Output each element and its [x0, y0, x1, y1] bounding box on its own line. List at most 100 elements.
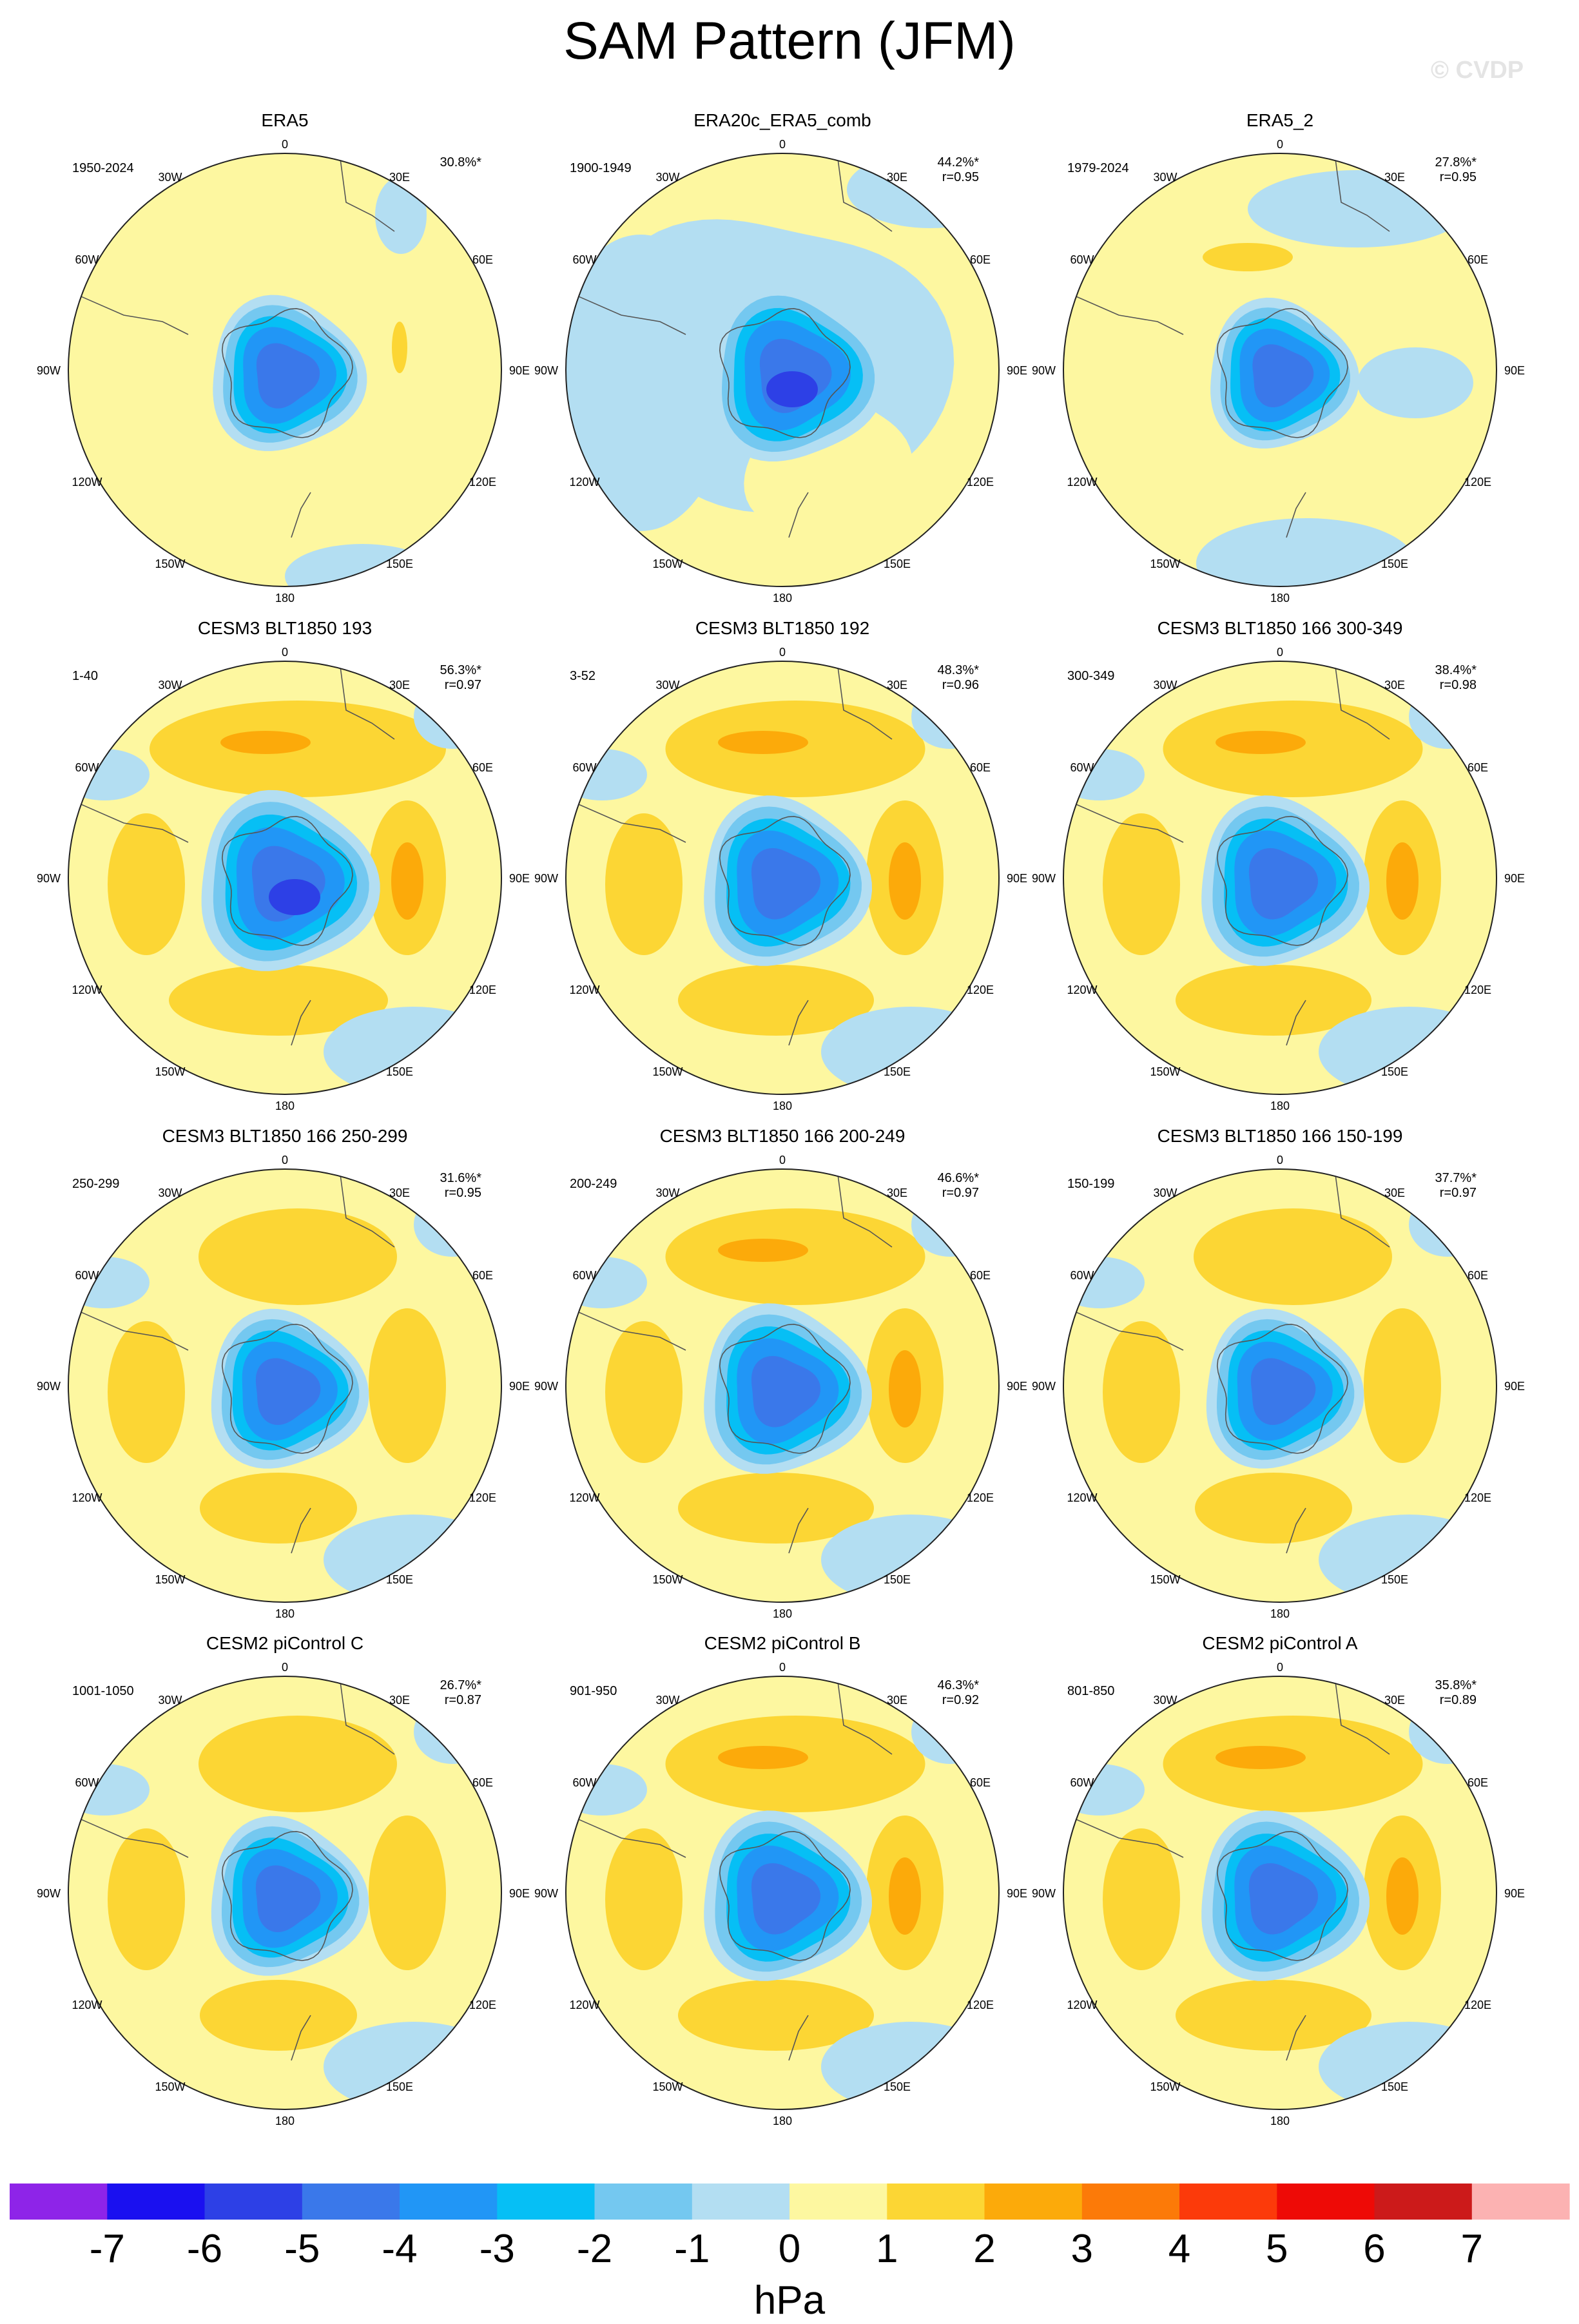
panel-variance-pct: 30.8%*: [440, 155, 482, 169]
new-zealand-coastline: [1286, 1000, 1306, 1046]
positive-anomaly: [1386, 842, 1419, 920]
panel-years: 901-950: [570, 1684, 617, 1698]
positive-anomaly: [889, 1350, 921, 1428]
colorbar-swatch: [1277, 2184, 1375, 2220]
longitude-label: 150E: [386, 557, 413, 570]
negative-anomaly: [911, 1192, 989, 1257]
longitude-label: 60E: [1468, 1269, 1488, 1282]
panel-variance-pct: 48.3%*: [938, 663, 980, 677]
negative-anomaly: [566, 749, 647, 800]
negative-anomaly: [751, 848, 820, 920]
antarctica-coastline: [221, 1323, 353, 1454]
negative-anomaly: [68, 749, 150, 800]
longitude-label: 150E: [884, 1573, 911, 1586]
map-boundary: [565, 1168, 1000, 1603]
panel-correlation: r=0.95: [445, 1186, 481, 1200]
negative-anomaly: [414, 1699, 491, 1764]
longitude-label: 120E: [469, 1491, 496, 1504]
colorbar-swatch: [984, 2184, 1083, 2220]
south-america-coastline: [1067, 800, 1184, 843]
panel-title: CESM3 BLT1850 166 300-349: [1158, 618, 1403, 638]
longitude-label: 90W: [37, 872, 61, 885]
panel-title: CESM2 piControl B: [704, 1633, 861, 1653]
longitude-label: 60W: [1070, 253, 1094, 266]
positive-anomaly: [199, 1208, 397, 1305]
longitude-label: 30E: [389, 679, 410, 692]
longitude-label: 120E: [469, 983, 496, 996]
longitude-label: 90E: [1007, 1380, 1027, 1393]
positive-anomaly: [1203, 243, 1293, 271]
negative-anomaly: [1063, 1257, 1145, 1308]
longitude-label: 150E: [386, 1573, 413, 1586]
colorbar-swatch: [497, 2184, 596, 2220]
longitude-label: 180: [773, 2115, 792, 2127]
positive-anomaly: [1364, 1308, 1441, 1463]
negative-anomaly: [911, 1699, 989, 1764]
colorbar-tick-label: -3: [480, 2227, 515, 2271]
panel-title: ERA20c_ERA5_comb: [693, 110, 871, 130]
panel-variance-pct: 37.7%*: [1435, 1171, 1477, 1185]
panel-years: 1950-2024: [72, 161, 134, 175]
south-america-coastline: [72, 292, 189, 335]
negative-anomaly: [1409, 684, 1486, 749]
colorbar-tick-label: -7: [90, 2227, 125, 2271]
new-zealand-coastline: [788, 1507, 809, 1554]
panel-correlation: r=0.97: [942, 1186, 979, 1200]
longitude-label: 60W: [75, 1776, 99, 1789]
map-panel: CESM2 piControl B 901-950 46.3%*r=0.92 0 30W…: [534, 1633, 1027, 2127]
positive-anomaly: [678, 965, 874, 1036]
positive-anomaly: [369, 1816, 446, 1970]
map-boundary: [1063, 1168, 1497, 1603]
map-boundary: [565, 1676, 1000, 2110]
longitude-label: 60W: [1070, 1776, 1094, 1789]
longitude-label: 150W: [652, 2080, 683, 2093]
south-america-coastline: [569, 1815, 686, 1858]
longitude-label: 60W: [572, 253, 596, 266]
panel-correlation: r=0.97: [445, 678, 481, 692]
longitude-label: 30W: [158, 679, 182, 692]
negative-anomaly: [1252, 344, 1314, 407]
antarctica-coastline: [1216, 307, 1348, 438]
panel-years: 150-199: [1067, 1177, 1114, 1191]
longitude-label: 90W: [1032, 872, 1056, 885]
negative-anomaly: [566, 235, 731, 531]
longitude-label: 60W: [75, 253, 99, 266]
longitude-label: 60E: [472, 253, 493, 266]
negative-anomaly: [751, 1863, 820, 1935]
longitude-label: 0: [779, 1661, 786, 1674]
negative-anomaly: [1248, 170, 1467, 247]
longitude-label: 60E: [1468, 253, 1488, 266]
colorbar-swatch: [594, 2184, 693, 2220]
panel-variance-pct: 31.6%*: [440, 1171, 482, 1185]
positive-anomaly: [718, 1746, 808, 1769]
panel-title: CESM2 piControl A: [1202, 1633, 1358, 1653]
antarctica-coastline: [1216, 1830, 1348, 1961]
longitude-label: 120W: [569, 983, 599, 996]
colorbar-swatch: [790, 2184, 887, 2220]
longitude-label: 90E: [1504, 1887, 1525, 1900]
africa-coastline: [1334, 1169, 1390, 1248]
map-boundary: [1063, 1676, 1497, 2110]
positive-anomaly: [678, 1980, 874, 2051]
longitude-label: 120E: [469, 476, 496, 489]
longitude-label: 120E: [967, 1999, 994, 2011]
africa-coastline: [339, 1169, 395, 1248]
longitude-label: 90E: [1007, 364, 1027, 377]
slp-field: [1063, 153, 1497, 586]
negative-anomaly: [1409, 1192, 1486, 1257]
panel-title: ERA5: [261, 110, 308, 130]
panel-variance-pct: 38.4%*: [1435, 663, 1477, 677]
new-zealand-coastline: [291, 492, 311, 538]
colorbar-tick-label: -6: [187, 2227, 222, 2271]
map-panel: CESM2 piControl A 801-850 35.8%*r=0.89 0 30W…: [1032, 1633, 1525, 2127]
map-boundary: [1063, 153, 1497, 587]
new-zealand-coastline: [788, 2015, 809, 2061]
colorbar-tick-label: 0: [779, 2227, 800, 2271]
longitude-label: 0: [1277, 138, 1283, 151]
slp-field: [68, 153, 501, 586]
colorbar-swatch: [1471, 2184, 1570, 2220]
longitude-label: 90E: [509, 1887, 530, 1900]
longitude-label: 30E: [1384, 1186, 1405, 1199]
longitude-label: 150W: [155, 1573, 185, 1586]
longitude-label: 60E: [472, 761, 493, 774]
